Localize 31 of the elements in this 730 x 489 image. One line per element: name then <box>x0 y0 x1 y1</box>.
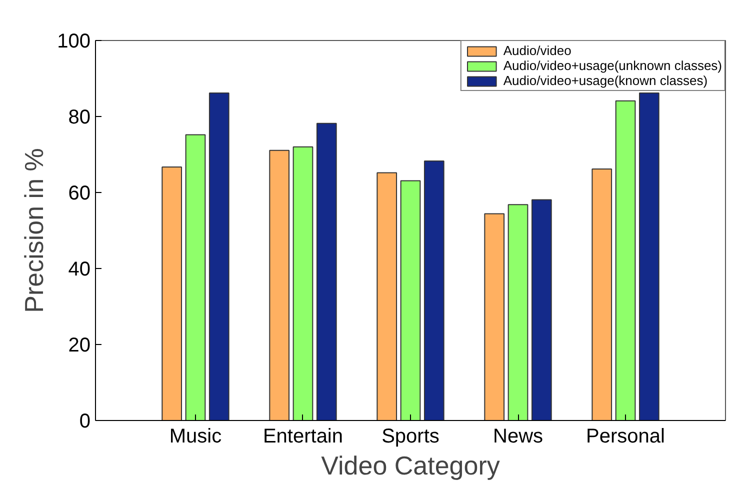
bar <box>638 92 660 420</box>
bar <box>269 150 290 420</box>
x-tick-label: Entertain <box>262 426 344 448</box>
bar <box>424 160 444 420</box>
bar <box>531 199 552 420</box>
bar <box>292 146 314 420</box>
bar <box>615 100 636 420</box>
bar <box>185 134 206 420</box>
x-tick-label: News <box>493 426 544 448</box>
legend-label: Audio/video <box>503 43 572 58</box>
y-tick-label: 20 <box>68 334 91 356</box>
bar <box>400 180 421 420</box>
y-tick-label: 60 <box>68 182 91 204</box>
x-tick-label: Music <box>169 426 222 448</box>
bar <box>592 168 612 420</box>
y-tick-label: 0 <box>79 410 90 432</box>
bar <box>376 172 398 420</box>
x-tick-label: Sports <box>382 426 440 448</box>
x-tick-label: Personal <box>586 426 665 448</box>
bar <box>484 213 505 420</box>
y-tick-label: 80 <box>68 106 91 128</box>
y-axis-title: Precision in % <box>19 148 50 313</box>
y-tick-label: 100 <box>57 30 91 52</box>
bar <box>316 122 337 420</box>
x-axis-title: Video Category <box>321 450 500 480</box>
y-tick-label: 40 <box>68 258 91 280</box>
legend-label: Audio/video+usage(known classes) <box>503 73 708 88</box>
bar <box>162 166 182 420</box>
legend-label: Audio/video+usage(unknown classes) <box>503 58 722 73</box>
bar <box>208 92 230 420</box>
bar <box>508 204 528 420</box>
